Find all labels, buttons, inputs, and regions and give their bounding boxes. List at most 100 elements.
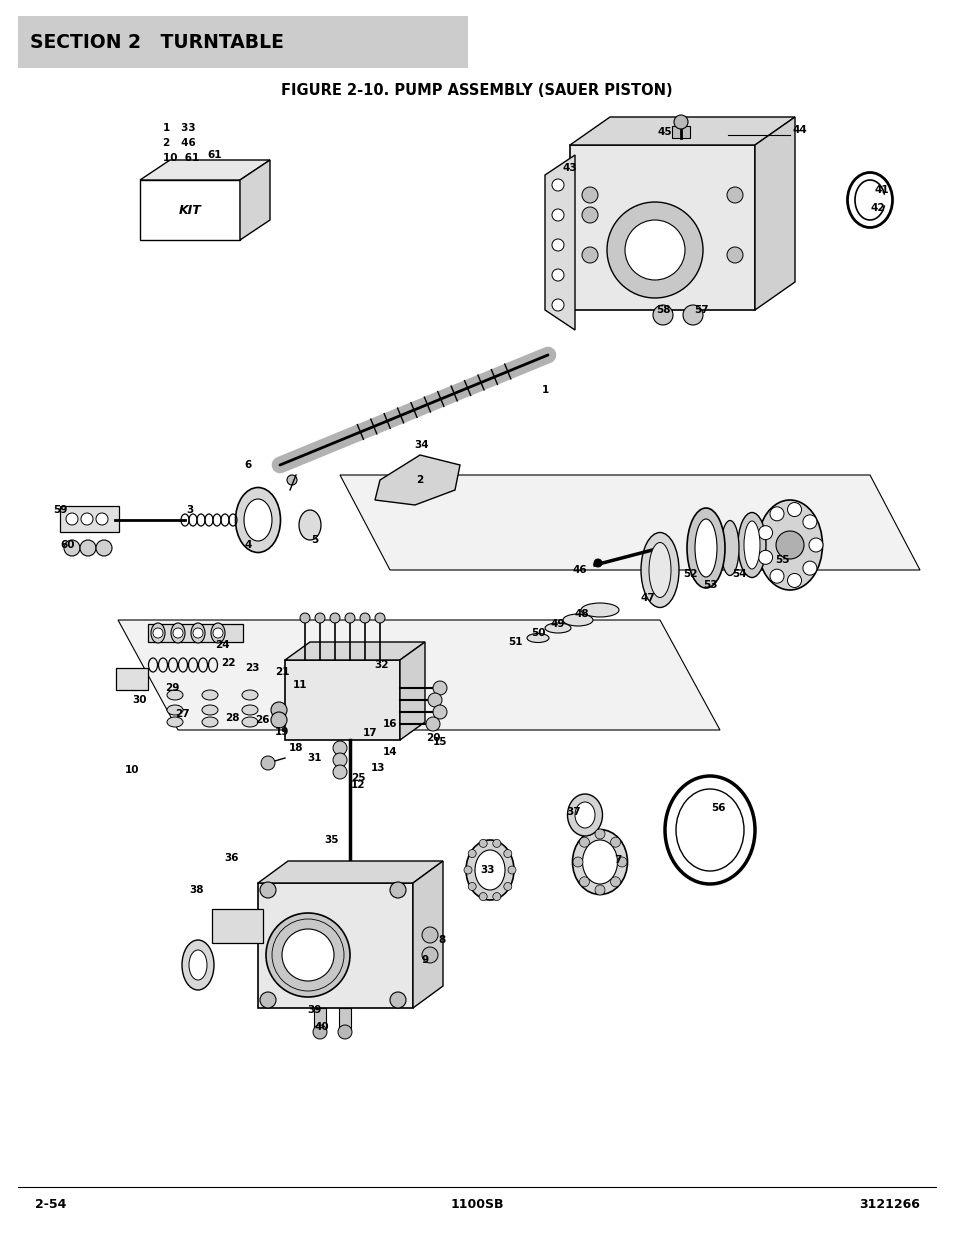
Circle shape [617,857,626,867]
Bar [140,180,240,240]
Circle shape [261,756,274,769]
Ellipse shape [465,840,514,900]
Circle shape [463,866,472,874]
Circle shape [610,837,619,847]
Ellipse shape [562,614,593,626]
Ellipse shape [298,510,320,540]
Circle shape [421,947,437,963]
Circle shape [193,629,203,638]
Circle shape [287,475,296,485]
Text: 1   33: 1 33 [163,124,195,133]
Circle shape [478,893,487,900]
Text: 46: 46 [572,564,587,576]
Text: 9: 9 [421,955,428,965]
Circle shape [468,883,476,890]
Text: 19: 19 [274,727,289,737]
Text: 8: 8 [438,935,445,945]
Text: 16: 16 [382,719,396,729]
Text: 1: 1 [540,385,548,395]
Circle shape [552,269,563,282]
Text: 12: 12 [351,781,365,790]
Circle shape [345,613,355,622]
Text: 27: 27 [174,709,189,719]
Bar [569,144,754,310]
Polygon shape [375,454,459,505]
Ellipse shape [575,802,595,827]
Circle shape [758,526,772,540]
Circle shape [578,837,589,847]
Ellipse shape [526,634,548,642]
Ellipse shape [582,840,617,884]
Ellipse shape [648,542,670,598]
Polygon shape [544,156,575,330]
Circle shape [66,513,78,525]
Text: 51: 51 [507,637,521,647]
Circle shape [428,693,441,706]
Ellipse shape [475,850,504,890]
Text: 48: 48 [574,609,589,619]
Text: 26: 26 [254,715,269,725]
Ellipse shape [211,622,225,643]
Text: 17: 17 [362,727,377,739]
Polygon shape [257,861,442,883]
Text: KIT: KIT [178,204,201,216]
Circle shape [271,713,287,727]
Circle shape [595,829,604,839]
Circle shape [786,503,801,516]
Circle shape [652,305,672,325]
Text: 41: 41 [874,185,888,195]
Text: 2   46: 2 46 [163,138,195,148]
Text: 39: 39 [308,1005,322,1015]
Circle shape [468,850,476,857]
Text: 2: 2 [416,475,423,485]
Circle shape [673,115,687,128]
Text: 11: 11 [293,680,307,690]
Circle shape [330,613,339,622]
FancyBboxPatch shape [212,909,263,944]
Text: 61: 61 [208,149,222,161]
Text: 4: 4 [244,540,252,550]
Ellipse shape [738,513,765,578]
Circle shape [552,179,563,191]
Text: 18: 18 [289,743,303,753]
Bar [314,1008,326,1030]
Circle shape [503,883,511,890]
Circle shape [578,877,589,887]
Circle shape [433,705,447,719]
Circle shape [313,1025,327,1039]
Ellipse shape [202,690,218,700]
Circle shape [64,540,80,556]
Circle shape [80,540,96,556]
Circle shape [493,893,500,900]
Ellipse shape [189,950,207,981]
Text: 29: 29 [165,683,179,693]
Text: 10: 10 [125,764,139,776]
Text: 10  61: 10 61 [163,153,199,163]
Circle shape [595,885,604,895]
Circle shape [682,305,702,325]
Circle shape [581,186,598,203]
Text: 57: 57 [694,305,709,315]
Circle shape [594,559,601,567]
Text: 43: 43 [562,163,577,173]
Text: 31: 31 [308,753,322,763]
Circle shape [172,629,183,638]
Ellipse shape [743,521,760,569]
Circle shape [213,629,223,638]
Circle shape [726,186,742,203]
Circle shape [802,515,816,529]
Text: 54: 54 [732,569,746,579]
Ellipse shape [757,500,821,590]
Text: 3: 3 [186,505,193,515]
Circle shape [552,209,563,221]
FancyBboxPatch shape [60,506,119,532]
Polygon shape [285,642,424,659]
Circle shape [282,929,334,981]
Ellipse shape [686,508,724,588]
Circle shape [96,513,108,525]
Text: 59: 59 [52,505,67,515]
Text: 23: 23 [245,663,259,673]
Bar [285,659,399,740]
Text: 35: 35 [324,835,339,845]
Text: 60: 60 [61,540,75,550]
